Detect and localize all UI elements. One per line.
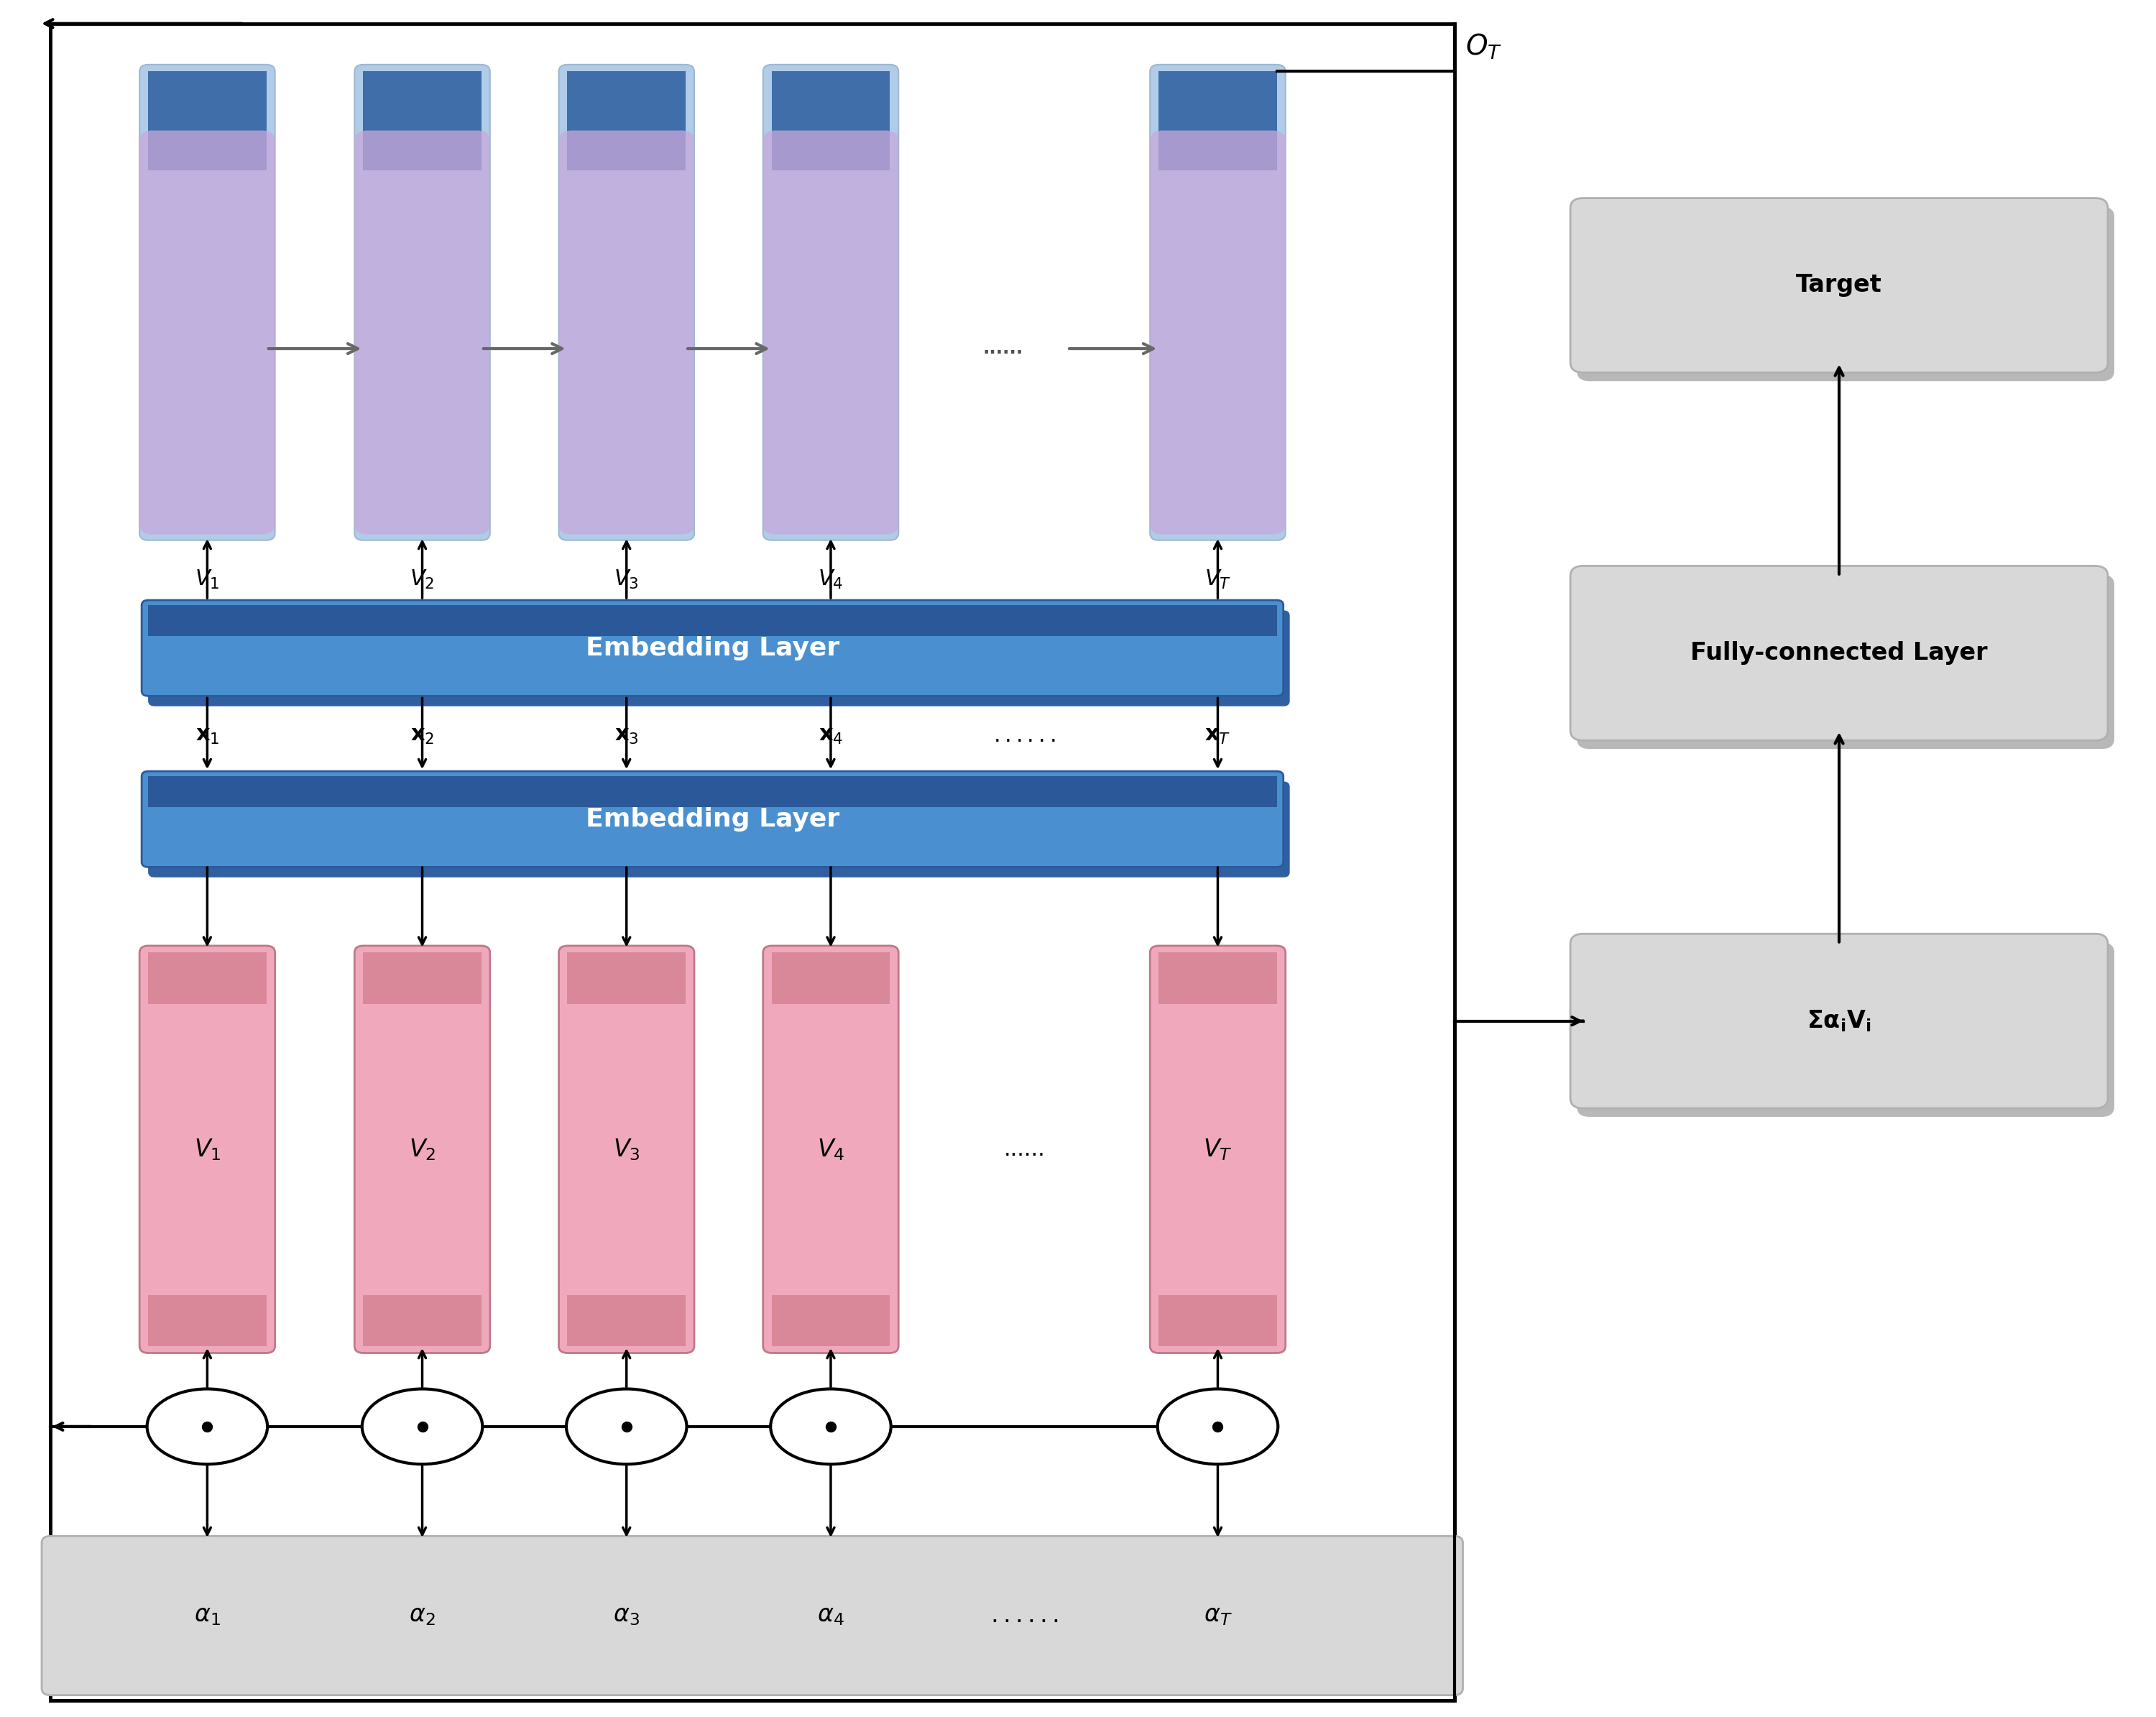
Text: $\alpha_2$: $\alpha_2$	[410, 1604, 436, 1628]
Text: Embedding Layer: Embedding Layer	[586, 635, 839, 661]
Text: Target: Target	[1796, 273, 1882, 297]
Text: $V_2$: $V_2$	[410, 568, 436, 591]
FancyBboxPatch shape	[558, 130, 694, 534]
FancyBboxPatch shape	[1576, 206, 2115, 381]
Text: $\alpha_3$: $\alpha_3$	[612, 1604, 640, 1628]
Text: ......: ......	[1003, 1138, 1046, 1159]
Bar	[567, 953, 686, 1004]
Bar	[362, 72, 481, 170]
FancyBboxPatch shape	[354, 130, 489, 534]
FancyBboxPatch shape	[140, 946, 276, 1353]
Text: $V_3$: $V_3$	[614, 568, 638, 591]
FancyBboxPatch shape	[1149, 65, 1285, 541]
Text: $\alpha_4$: $\alpha_4$	[817, 1604, 845, 1628]
Text: Embedding Layer: Embedding Layer	[586, 807, 839, 831]
Text: $V_3$: $V_3$	[612, 1137, 640, 1162]
FancyBboxPatch shape	[558, 65, 694, 541]
FancyBboxPatch shape	[41, 1537, 1464, 1695]
Bar	[1158, 953, 1276, 1004]
FancyBboxPatch shape	[763, 65, 899, 541]
Ellipse shape	[1158, 1389, 1279, 1465]
FancyBboxPatch shape	[149, 781, 1289, 877]
Text: $\alpha_T$: $\alpha_T$	[1203, 1604, 1231, 1628]
Bar	[149, 953, 267, 1004]
Bar	[149, 606, 1276, 635]
FancyBboxPatch shape	[1570, 197, 2109, 373]
Ellipse shape	[770, 1389, 890, 1465]
FancyBboxPatch shape	[354, 65, 489, 541]
Bar	[772, 1295, 890, 1346]
Text: $\mathbf{\Sigma\alpha_i V_i}$: $\mathbf{\Sigma\alpha_i V_i}$	[1807, 1008, 1871, 1034]
Bar	[1158, 72, 1276, 170]
Ellipse shape	[362, 1389, 483, 1465]
FancyBboxPatch shape	[1576, 943, 2115, 1116]
Text: ......: ......	[983, 340, 1022, 357]
FancyBboxPatch shape	[140, 65, 276, 541]
Text: $\mathbf{x}_4$: $\mathbf{x}_4$	[819, 725, 843, 745]
FancyBboxPatch shape	[142, 771, 1283, 867]
Bar	[362, 1295, 481, 1346]
FancyBboxPatch shape	[1576, 575, 2115, 749]
Bar	[772, 953, 890, 1004]
Text: $\mathbf{x}_3$: $\mathbf{x}_3$	[614, 725, 638, 745]
FancyBboxPatch shape	[149, 611, 1289, 706]
Bar	[567, 1295, 686, 1346]
Text: $\alpha_1$: $\alpha_1$	[194, 1604, 220, 1628]
FancyBboxPatch shape	[1570, 567, 2109, 740]
Text: $......$: $......$	[994, 725, 1054, 745]
FancyBboxPatch shape	[1570, 934, 2109, 1107]
Text: $\mathbf{x}_1$: $\mathbf{x}_1$	[196, 725, 220, 745]
Text: Fully-connected Layer: Fully-connected Layer	[1690, 642, 1988, 664]
Bar	[50, 24, 1455, 1700]
FancyBboxPatch shape	[140, 130, 276, 534]
Bar	[149, 1295, 267, 1346]
Text: $V_T$: $V_T$	[1205, 568, 1231, 591]
Bar	[1158, 1295, 1276, 1346]
Bar	[149, 72, 267, 170]
Text: $V_2$: $V_2$	[410, 1137, 436, 1162]
FancyBboxPatch shape	[354, 946, 489, 1353]
Ellipse shape	[147, 1389, 267, 1465]
Text: $......$: $......$	[990, 1604, 1059, 1628]
Bar	[772, 72, 890, 170]
FancyBboxPatch shape	[142, 601, 1283, 695]
Bar	[567, 72, 686, 170]
Bar	[362, 953, 481, 1004]
Text: $V_4$: $V_4$	[817, 568, 843, 591]
Text: $V_1$: $V_1$	[194, 568, 220, 591]
Text: $\mathbf{x}_T$: $\mathbf{x}_T$	[1205, 725, 1231, 745]
Text: $O_T$: $O_T$	[1466, 33, 1503, 62]
Bar	[149, 776, 1276, 807]
Text: $\mathbf{x}_2$: $\mathbf{x}_2$	[410, 725, 433, 745]
FancyBboxPatch shape	[1149, 946, 1285, 1353]
Text: $V_T$: $V_T$	[1203, 1137, 1233, 1162]
FancyBboxPatch shape	[763, 130, 899, 534]
FancyBboxPatch shape	[763, 946, 899, 1353]
Ellipse shape	[567, 1389, 688, 1465]
Text: $V_4$: $V_4$	[817, 1137, 845, 1162]
FancyBboxPatch shape	[558, 946, 694, 1353]
Text: $V_1$: $V_1$	[194, 1137, 220, 1162]
FancyBboxPatch shape	[1149, 130, 1285, 534]
